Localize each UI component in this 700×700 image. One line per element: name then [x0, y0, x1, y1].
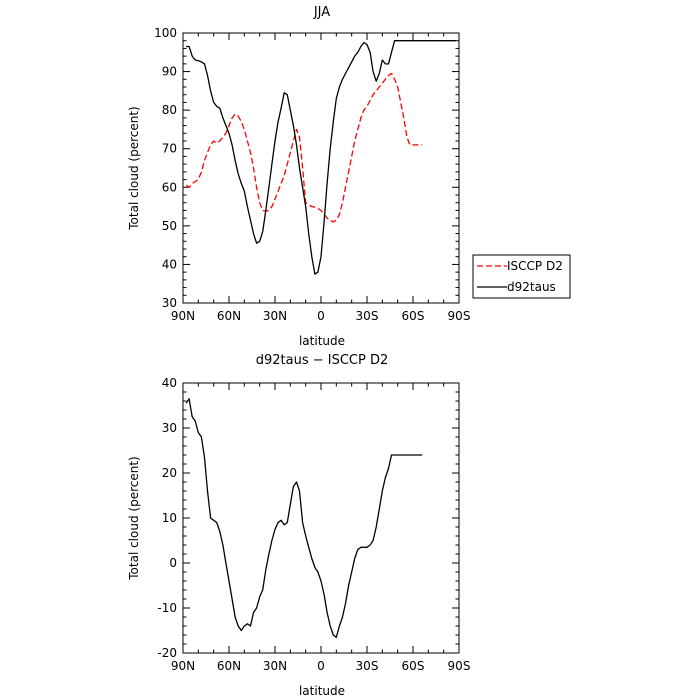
chart-title: JJA	[313, 5, 330, 20]
series-group	[185, 398, 423, 638]
legend-label-d92taus: d92taus	[507, 280, 556, 294]
x-tick-label: 90S	[448, 659, 471, 673]
y-tick-label: 40	[162, 257, 177, 271]
x-tick-label: 60S	[402, 309, 425, 323]
y-tick-label: 70	[162, 142, 177, 156]
legend: ISCCP D2 d92taus	[472, 254, 571, 299]
y-tick-label: 60	[162, 180, 177, 194]
y-axis-tick-labels: -20 -10 0 10 20 30 40	[157, 376, 177, 660]
x-tick-label: 30N	[263, 309, 287, 323]
x-tick-label: 90N	[171, 309, 195, 323]
x-tick-label: 30S	[356, 659, 379, 673]
legend-box	[472, 254, 571, 299]
y-tick-label: 40	[162, 376, 177, 390]
plot-frame	[182, 382, 460, 654]
chart-panel-bottom: d92taus − ISCCP D2 -20 -10 0 10 20 30 40 90N 60…	[127, 353, 470, 698]
x-tick-label: 0	[317, 309, 325, 323]
x-axis-label: latitude	[299, 334, 345, 348]
y-tick-label: 100	[154, 26, 177, 40]
x-tick-label: 30S	[356, 309, 379, 323]
y-tick-label: 30	[162, 421, 177, 435]
y-tick-label: -10	[157, 601, 177, 615]
legend-label-isccp: ISCCP D2	[507, 259, 563, 273]
y-axis-label: Total cloud (percent)	[127, 106, 141, 230]
series-line-difference	[185, 398, 423, 638]
x-tick-label: 30N	[263, 659, 287, 673]
x-axis-label: latitude	[299, 684, 345, 698]
chart-title: d92taus − ISCCP D2	[256, 353, 389, 368]
x-tick-label: 60N	[217, 659, 241, 673]
y-tick-label: 0	[169, 556, 177, 570]
y-tick-label: 30	[162, 296, 177, 310]
x-tick-label: 60N	[217, 309, 241, 323]
y-tick-label: 20	[162, 466, 177, 480]
series-group	[185, 40, 456, 275]
x-tick-label: 90N	[171, 659, 195, 673]
plot-frame	[182, 32, 460, 304]
y-tick-label: 50	[162, 219, 177, 233]
y-axis-label: Total cloud (percent)	[127, 456, 141, 580]
x-axis-tick-labels: 90N 60N 30N 0 30S 60S 90S	[171, 659, 471, 673]
series-line-isccp-d2	[185, 72, 423, 223]
y-tick-label: -20	[157, 646, 177, 660]
y-tick-label: 10	[162, 511, 177, 525]
x-tick-label: 60S	[402, 659, 425, 673]
y-axis-tick-labels: 30 40 50 60 70 80 90 100	[154, 26, 177, 310]
series-line-d92taus	[186, 40, 456, 275]
x-axis-tick-labels: 90N 60N 30N 0 30S 60S 90S	[171, 309, 471, 323]
y-tick-label: 90	[162, 65, 177, 79]
x-tick-label: 90S	[448, 309, 471, 323]
x-tick-label: 0	[317, 659, 325, 673]
axis-ticks	[182, 32, 460, 304]
axis-ticks	[182, 382, 460, 654]
y-tick-label: 80	[162, 103, 177, 117]
